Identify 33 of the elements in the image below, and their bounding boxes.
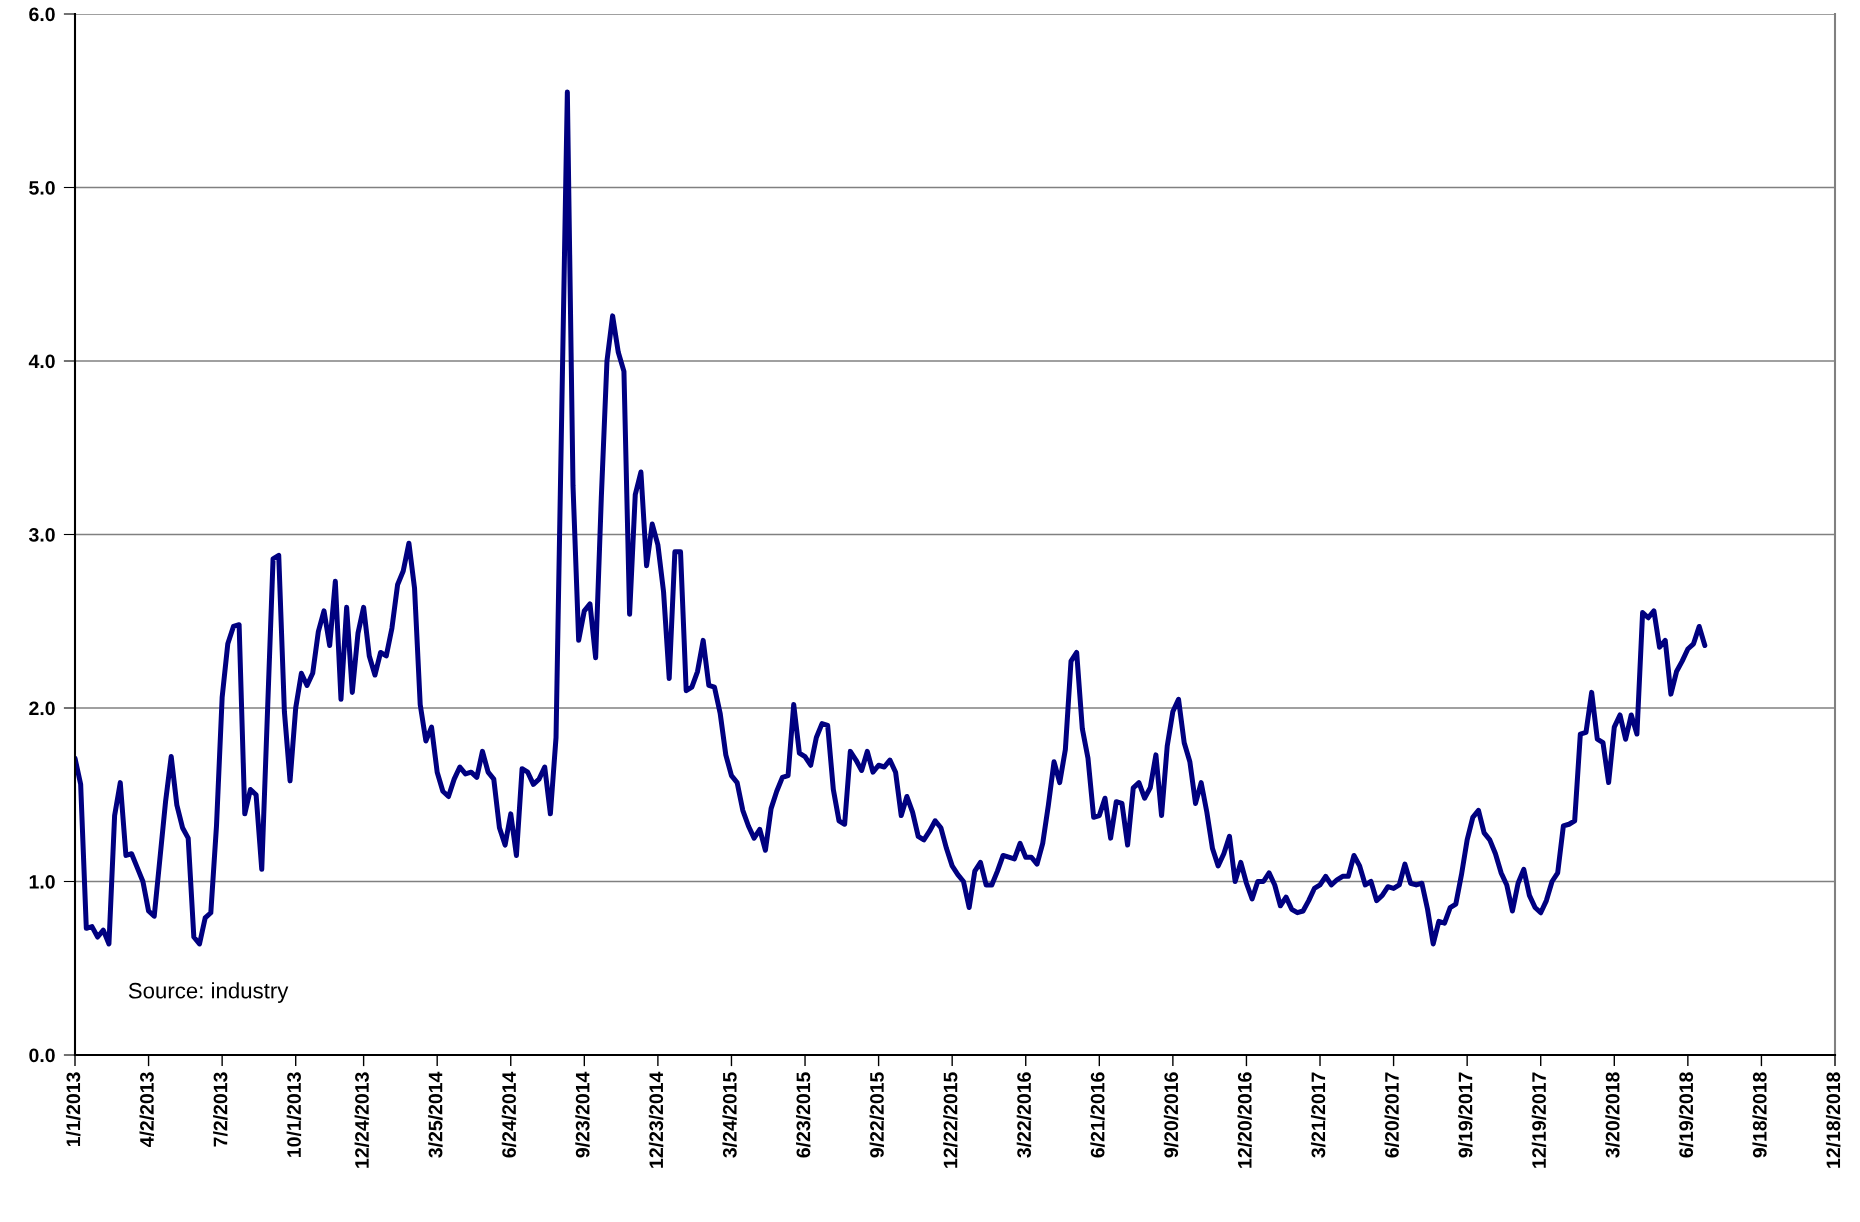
x-tick-label: 9/18/2018 xyxy=(1752,1072,1767,1158)
x-tick-label: 12/22/2015 xyxy=(943,1072,958,1168)
x-tick-label: 12/24/2013 xyxy=(354,1072,370,1168)
x-tick-label: 3/21/2017 xyxy=(1310,1072,1326,1158)
y-tick-label: 4.0 xyxy=(28,354,55,369)
x-tick-label: 9/23/2014 xyxy=(575,1071,590,1158)
annotation: Source: industry xyxy=(128,982,289,1003)
x-tick-label: 6/23/2015 xyxy=(795,1072,811,1158)
x-tick-label: 12/20/2016 xyxy=(1237,1072,1252,1168)
x-tick-label: 3/20/2018 xyxy=(1605,1072,1620,1158)
x-tick-label: 9/19/2017 xyxy=(1458,1072,1473,1158)
y-tick-label: 6.0 xyxy=(29,7,55,22)
x-tick-label: 3/24/2015 xyxy=(722,1072,737,1158)
y-tick-label: 2.0 xyxy=(29,701,55,716)
x-tick-label: 7/2/2013 xyxy=(213,1072,228,1147)
x-tick-label: 6/20/2017 xyxy=(1384,1072,1399,1158)
x-tick-label: 9/22/2015 xyxy=(869,1072,885,1158)
x-tick-label: 3/25/2014 xyxy=(428,1071,443,1158)
x-tick-label: 6/21/2016 xyxy=(1090,1072,1105,1158)
x-tick-label: 9/20/2016 xyxy=(1163,1072,1179,1158)
x-tick-label: 12/23/2014 xyxy=(648,1071,664,1168)
x-tick-label: 4/2/2013 xyxy=(139,1072,154,1148)
y-tick-label: 3.0 xyxy=(28,527,55,542)
x-tick-label: 3/22/2016 xyxy=(1016,1072,1032,1158)
x-tick-label: 12/18/2018 xyxy=(1825,1072,1841,1168)
y-tick-label: 5.0 xyxy=(29,180,55,195)
x-tick-label: 6/19/2018 xyxy=(1678,1072,1694,1158)
x-tick-label: 10/1/2013 xyxy=(286,1072,302,1157)
x-tick-label: 6/24/2014 xyxy=(501,1071,517,1158)
y-tick-label: 1.0 xyxy=(29,874,55,889)
x-tick-label: 12/19/2017 xyxy=(1531,1072,1547,1168)
y-tick-label: 0.0 xyxy=(29,1048,55,1063)
x-tick-label: 1/1/2013 xyxy=(65,1072,81,1147)
